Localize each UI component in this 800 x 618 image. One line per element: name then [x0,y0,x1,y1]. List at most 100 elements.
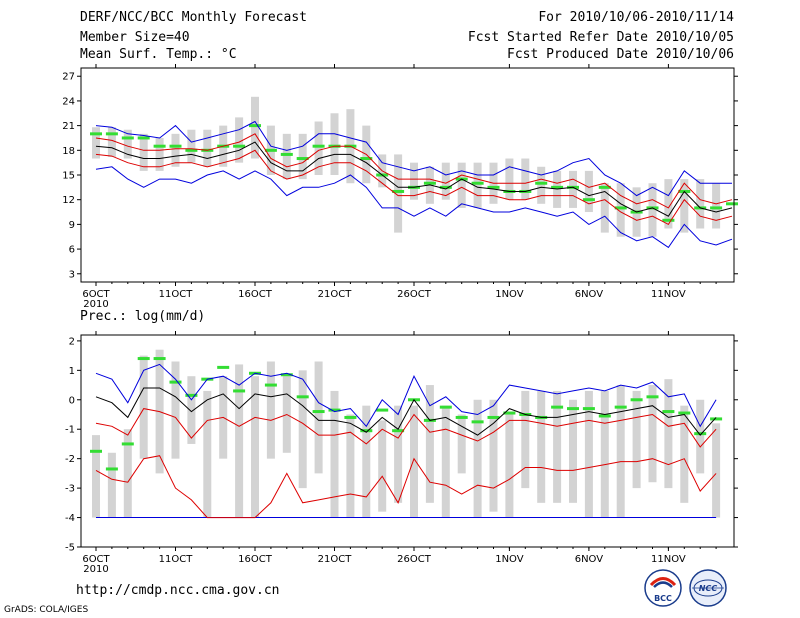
precipitation-outer-upper-line [95,363,717,428]
precipitation-mean-marker [90,449,102,453]
temperature-spread-box [616,183,625,237]
precipitation-mean-marker [503,411,516,415]
precipitation-mean-marker [582,407,595,411]
precipitation-spread-box [123,429,132,518]
precipitation-xtick-label: 6OCT [82,554,110,565]
precipitation-xtick-label: 1NOV [495,554,524,565]
precipitation-mean-marker [487,415,500,419]
precipitation-mean-marker [662,410,675,414]
temperature-spread-box [537,166,546,204]
temperature-mean-marker [137,136,150,140]
temperature-inner-upper-line [95,133,733,209]
temperature-spread-box [107,127,116,157]
temperature-xtick-label: 6OCT [82,289,110,300]
precipitation-xtick-year: 2010 [83,564,108,575]
temperature-spread-box [251,96,259,159]
precipitation-mean-marker [630,398,643,402]
produced-date: Fcst Produced Date 2010/10/06 [507,47,734,62]
precipitation-spread-box [394,405,403,503]
precipitation-spread-box [362,405,371,518]
precipitation-mean-marker [328,408,341,412]
temperature-mean-marker [710,206,723,210]
precipitation-spread-box [712,423,721,518]
temperature-spread-box [314,121,323,175]
temperature-spread-box [139,133,148,171]
temperature-ytick-label: 21 [62,121,75,132]
precipitation-ytick-label: -3 [65,484,75,495]
temperature-mean-marker [233,144,246,148]
temperature-xtick-label: 11OCT [159,289,194,300]
precipitation-mean-marker [360,429,373,433]
precipitation-ytick-label: -5 [65,543,75,554]
temperature-mean-marker [105,132,118,136]
precipitation-spread-box [251,376,259,518]
precipitation-ytick-label: 2 [69,336,75,347]
temperature-xtick-label: 26OCT [397,289,432,300]
precipitation-mean-marker [264,383,277,387]
precipitation-mean-marker [471,420,484,424]
precipitation-spread-box [346,414,355,518]
temperature-mean-marker [582,198,595,202]
temperature-outer-upper-line [95,120,732,197]
precipitation-mean-marker [217,365,230,369]
precipitation-spread-box [537,390,546,503]
temperature-xtick-label: 1NOV [495,289,524,300]
temperature-spread-box [282,133,291,180]
temperature-mean-marker [264,148,277,152]
precipitation-mean-marker [710,417,723,421]
precipitation-spread-box [569,399,577,503]
temperature-xtick-label: 21OCT [318,289,353,300]
temperature-mean-marker [726,202,738,206]
precipitation-spread-box [696,399,705,474]
precipitation-mean-marker [614,405,627,409]
temperature-ytick-label: 12 [62,195,75,206]
temperature-mean-marker [614,206,627,210]
precipitation-spread-box [584,390,593,518]
precipitation-spread-box [425,385,434,503]
precipitation-spread-box [473,399,482,518]
temperature-spread-box [648,183,657,237]
variable-label: Mean Surf. Temp.: °C [80,47,237,62]
temperature-spread-box [584,170,593,213]
temperature-spread-box [680,179,689,233]
precipitation-spread-box [314,361,323,474]
temperature-spread-box [712,183,721,229]
precipitation-spread-box [664,379,673,489]
precipitation-mean-marker [694,432,707,436]
temperature-spread-box [664,179,673,229]
temperature-spread-box [410,162,418,200]
temperature-inner-lower-line [95,149,733,226]
precipitation-ytick-label: -2 [65,454,75,465]
precipitation-mean-marker [233,389,246,393]
precipitation-spread-box [266,361,275,459]
precipitation-xtick-label: 11NOV [651,554,686,565]
ncc-logo-icon: NCC [688,568,728,608]
precipitation-xtick-label: 16OCT [238,554,273,565]
precipitation-mean-marker [169,380,182,384]
precipitation-mean-marker [344,415,357,419]
precipitation-spread-box [457,414,466,474]
precipitation-ytick-label: -4 [65,513,75,524]
precipitation-spread-box [107,452,116,518]
temperature-spread-box [92,127,100,159]
temperature-xtick-label: 16OCT [238,289,273,300]
temperature-mean-marker [551,185,564,189]
precipitation-spread-box [441,405,450,518]
temperature-xtick-label: 11NOV [651,289,686,300]
precipitation-mean-marker [392,429,405,433]
precipitation-spread-box [521,390,530,489]
precipitation-ensemble-mean-line [95,387,717,436]
precipitation-mean-marker [551,405,564,409]
grads-credit: GrADS: COLA/IGES [4,605,89,615]
temperature-ytick-label: 6 [69,245,75,256]
bcc-logo-icon: BCC [643,568,683,608]
temperature-mean-marker [312,144,325,148]
temperature-mean-marker [280,152,293,156]
precipitation-spread-box [553,390,562,503]
precipitation-inner-lower-line [95,455,717,519]
temperature-spread-box [171,133,180,167]
precipitation-spread-box [203,390,212,518]
website-url[interactable]: http://cmdp.ncc.cma.gov.cn [76,583,280,598]
temperature-spread-box [457,162,466,208]
